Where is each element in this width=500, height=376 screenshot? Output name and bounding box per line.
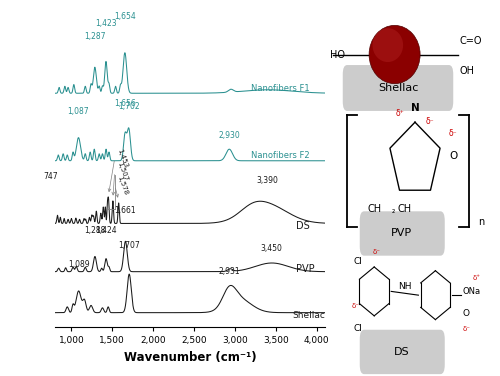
Text: 2,931: 2,931 xyxy=(218,267,240,276)
X-axis label: Wavenumber (cm⁻¹): Wavenumber (cm⁻¹) xyxy=(124,351,256,364)
Text: Nanofibers F2: Nanofibers F2 xyxy=(252,152,310,161)
Text: δ⁺: δ⁺ xyxy=(396,109,404,118)
Text: δ⁻: δ⁻ xyxy=(448,129,457,138)
Text: 1,661: 1,661 xyxy=(114,206,136,215)
Ellipse shape xyxy=(372,28,403,62)
Text: 1,702: 1,702 xyxy=(118,102,140,111)
Text: Cl: Cl xyxy=(354,324,362,333)
Text: NH: NH xyxy=(398,282,411,291)
FancyBboxPatch shape xyxy=(360,211,445,256)
Text: ONa: ONa xyxy=(462,287,480,296)
Text: C=O: C=O xyxy=(459,36,481,46)
Text: 1,654: 1,654 xyxy=(114,12,136,21)
Text: 1,423: 1,423 xyxy=(95,19,117,28)
Text: DS: DS xyxy=(394,347,409,357)
Text: 1,707: 1,707 xyxy=(118,241,140,250)
Ellipse shape xyxy=(369,26,420,83)
Text: n: n xyxy=(478,217,484,227)
Text: 1,507: 1,507 xyxy=(116,161,128,182)
Text: Nanofibers F1: Nanofibers F1 xyxy=(252,84,310,93)
Text: 747: 747 xyxy=(44,172,58,181)
Text: δ⁻: δ⁻ xyxy=(372,249,380,255)
Text: 1,656: 1,656 xyxy=(114,99,136,108)
Text: δ⁻: δ⁻ xyxy=(462,326,470,332)
Text: 1,287: 1,287 xyxy=(84,32,106,41)
FancyBboxPatch shape xyxy=(360,330,445,374)
Text: PVP: PVP xyxy=(391,229,412,238)
Text: 3,450: 3,450 xyxy=(261,244,283,253)
Text: OH: OH xyxy=(459,67,474,76)
Text: DS: DS xyxy=(296,221,310,231)
Text: CH: CH xyxy=(398,204,412,214)
Text: O: O xyxy=(450,151,458,161)
Text: δ⁺: δ⁺ xyxy=(473,275,481,281)
Text: 1,087: 1,087 xyxy=(68,107,90,116)
Text: Shellac: Shellac xyxy=(292,311,325,320)
Text: Cl: Cl xyxy=(354,258,362,267)
Text: N: N xyxy=(410,103,420,113)
Text: 1,089: 1,089 xyxy=(68,260,90,269)
Text: CH: CH xyxy=(368,204,382,214)
FancyBboxPatch shape xyxy=(343,65,453,111)
Text: HO: HO xyxy=(330,50,345,59)
Text: 1,288: 1,288 xyxy=(84,226,106,235)
Text: 3,390: 3,390 xyxy=(256,176,278,185)
Text: O: O xyxy=(462,309,469,318)
Text: δ⁻: δ⁻ xyxy=(352,303,360,309)
Text: ₂: ₂ xyxy=(391,206,394,215)
Text: δ⁻: δ⁻ xyxy=(426,117,434,126)
Text: 2,930: 2,930 xyxy=(218,130,240,139)
Text: 1,424: 1,424 xyxy=(95,226,117,235)
Text: 1,578: 1,578 xyxy=(116,175,128,196)
Text: 1,453: 1,453 xyxy=(116,148,128,169)
Text: Shellac: Shellac xyxy=(378,83,418,93)
Text: PVP: PVP xyxy=(296,264,315,274)
